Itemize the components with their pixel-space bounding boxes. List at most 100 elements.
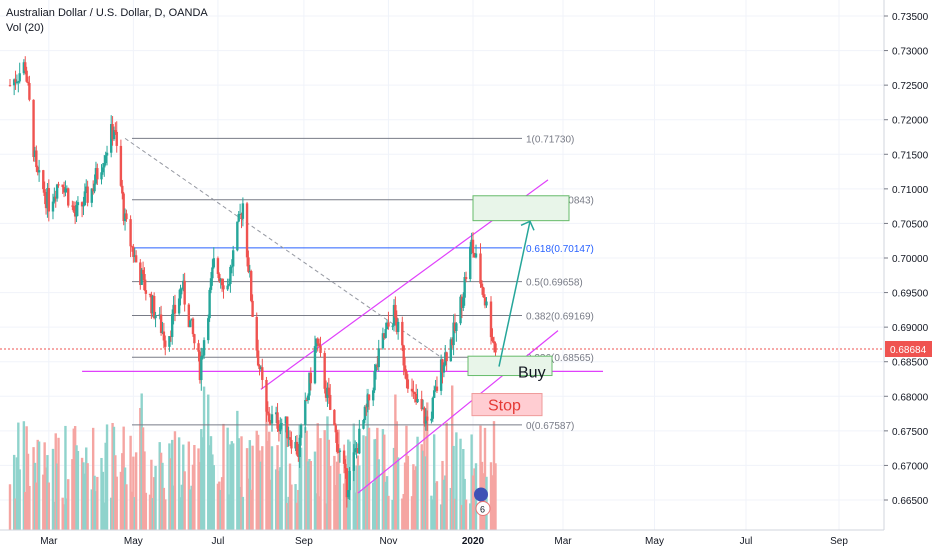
candle-body (85, 186, 88, 192)
event-badge (475, 500, 491, 516)
candle-body (152, 295, 156, 319)
stop-box (471, 393, 543, 417)
time-tick-label: Mar (554, 536, 572, 547)
candle-body (471, 239, 475, 254)
volume-bar (489, 462, 493, 530)
candle-body (274, 412, 278, 415)
volume-bar (376, 427, 379, 530)
volume-bar (125, 484, 128, 530)
volume-bar (261, 446, 264, 530)
volume-bar (148, 494, 152, 530)
candle-body (80, 202, 84, 207)
volume-bar (355, 465, 358, 530)
volume-bar (44, 467, 48, 530)
candle-body (53, 196, 56, 202)
price-tick-label: 0.68000 (892, 392, 929, 403)
candle-body (151, 295, 154, 314)
candle-body (444, 352, 447, 366)
time-tick-label: Sep (830, 536, 848, 547)
annotations[interactable]: Buy Stop 6 (467, 195, 570, 516)
volume-bar (151, 498, 154, 530)
candle-body (345, 468, 349, 498)
volume-bar (32, 447, 35, 530)
price-axis[interactable]: 0.73500 0.73000 0.72500 0.72000 0.71500 0.710… (883, 0, 932, 550)
volume-bar (208, 445, 211, 530)
candle-body (298, 437, 301, 457)
candle-body (73, 211, 77, 217)
candle-body (492, 341, 496, 344)
time-tick-label: Nov (380, 536, 398, 547)
candle-body (261, 367, 264, 380)
volume-bar (240, 436, 243, 530)
candle-body (154, 315, 157, 319)
candle-body (207, 318, 210, 341)
volume-bar (473, 468, 476, 530)
time-tick-label: May (645, 536, 664, 547)
fib-level-label: 1(0.71730) (526, 134, 574, 145)
volume-bar (421, 450, 425, 530)
price-tick-label: 0.70500 (892, 219, 929, 230)
candle-body (245, 203, 249, 258)
candle-body (333, 409, 336, 426)
candle-body (134, 255, 138, 263)
volume-bar (180, 484, 184, 530)
volume-bar (159, 452, 163, 530)
candle-body (57, 184, 60, 186)
volume-bar (492, 421, 496, 530)
candle-body (424, 416, 428, 424)
volume-bar (238, 486, 242, 530)
volume-bar (218, 481, 221, 530)
last-price-label: 0.68684 (890, 345, 927, 356)
volume-bar (362, 435, 365, 530)
candle-body (317, 343, 321, 346)
volume-bar (187, 441, 191, 530)
candle-body (236, 221, 239, 251)
volume-bar (14, 498, 17, 530)
volume-bar (200, 429, 203, 530)
volume-bar (103, 502, 106, 530)
candle-body (44, 195, 48, 209)
volume-bar (406, 455, 410, 530)
candle-body (14, 79, 17, 83)
volume-bar (444, 475, 447, 530)
candle-body (24, 62, 27, 71)
candle-body (42, 170, 45, 190)
candle-body (326, 387, 329, 398)
price-tick-label: 0.67000 (892, 461, 929, 472)
volume-bar (173, 431, 177, 530)
candle-body (209, 278, 213, 290)
candle-body (240, 213, 243, 219)
volume-bar (420, 444, 423, 530)
volume-bar (471, 475, 475, 530)
price-tick-label: 0.73000 (892, 47, 929, 58)
volume-bar (8, 484, 12, 530)
volume-bar (169, 458, 173, 530)
candle-body (111, 124, 114, 140)
candle-body (75, 205, 78, 217)
candle-body (241, 203, 245, 219)
candle-body (402, 345, 405, 366)
candle-body (43, 189, 46, 196)
time-axis[interactable]: Mar May Jul Sep Nov 2020 Mar May Jul Sep (0, 529, 932, 550)
candle-body (365, 406, 368, 408)
volume-bar (129, 435, 132, 530)
candle-body (431, 397, 434, 419)
volume-bar (33, 462, 37, 530)
volume-bar (211, 454, 214, 530)
fibonacci-retracement[interactable]: 1(0.71730)0.786(0.70843)0.618(0.70147)0.… (124, 134, 594, 432)
candle-body (342, 450, 346, 464)
drawings[interactable] (0, 179, 884, 494)
candle-body (237, 213, 240, 222)
candle-body (494, 343, 497, 353)
candle-body (469, 246, 472, 280)
volume-bar (306, 461, 310, 530)
candle-body (104, 155, 107, 164)
volume-bar (241, 496, 245, 530)
volume-bar (366, 388, 369, 530)
volume-bar (93, 475, 96, 530)
volume-bar (333, 455, 336, 530)
volume-bar (140, 393, 143, 530)
volume-bar (130, 491, 134, 530)
